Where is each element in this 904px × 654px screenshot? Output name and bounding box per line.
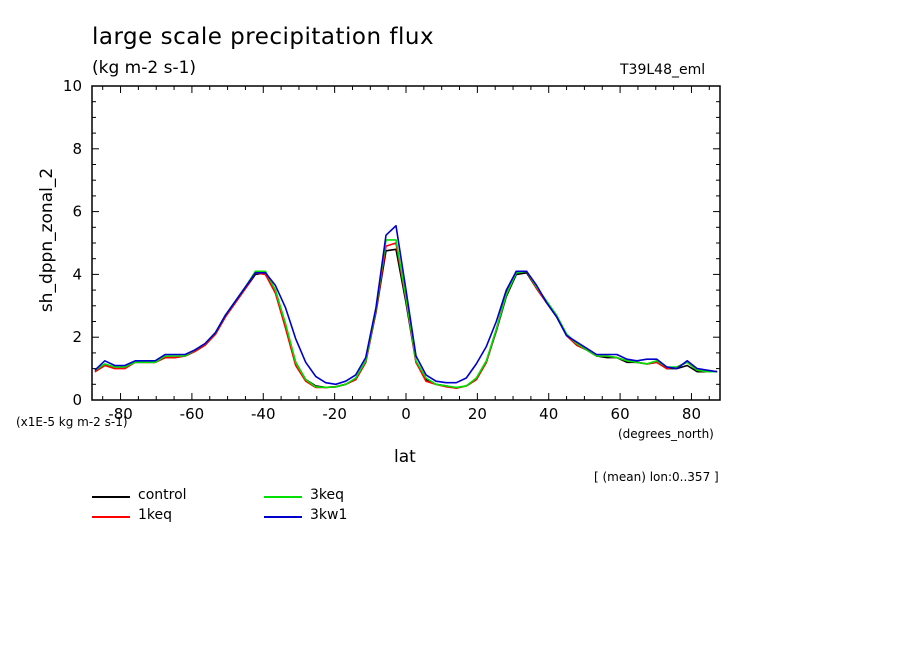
mean-note: [ (mean) lon:0..357 ] bbox=[594, 470, 719, 484]
legend-label-control: control bbox=[138, 487, 187, 503]
series-line-3kw1 bbox=[94, 224, 718, 386]
y-tick-label: 4 bbox=[72, 265, 82, 283]
legend-label-3kw1: 3kw1 bbox=[310, 507, 348, 523]
y-tick-label: 10 bbox=[63, 77, 82, 95]
plot-frame bbox=[91, 85, 721, 401]
legend-swatch-3kw1 bbox=[264, 516, 302, 518]
x-tick-label: 60 bbox=[611, 405, 630, 423]
chart-title: large scale precipitation flux bbox=[92, 24, 435, 50]
experiment-label: T39L48_eml bbox=[620, 62, 706, 78]
y-multiplier-label: (x1E-5 kg m-2 s-1) bbox=[16, 415, 128, 429]
x-units-label: (degrees_north) bbox=[618, 427, 714, 441]
series-line-1keq bbox=[94, 242, 718, 389]
y-tick-label: 2 bbox=[72, 328, 82, 346]
x-tick-label: 20 bbox=[468, 405, 487, 423]
legend-swatch-1keq bbox=[92, 516, 130, 518]
legend-label-1keq: 1keq bbox=[138, 507, 173, 523]
x-axis-label: lat bbox=[394, 447, 416, 467]
legend-swatch-3keq bbox=[264, 496, 302, 498]
series-line-3keq bbox=[94, 239, 718, 389]
y-tick-label: 8 bbox=[72, 140, 82, 158]
series-line-control bbox=[94, 248, 718, 389]
legend-swatch-control bbox=[92, 496, 130, 498]
x-tick-label: -40 bbox=[251, 405, 276, 423]
x-tick-label: 80 bbox=[682, 405, 701, 423]
x-tick-label: -80 bbox=[108, 405, 133, 423]
y-axis-label: sh_dppn_zonal_2 bbox=[37, 167, 57, 313]
x-tick-label: -60 bbox=[180, 405, 205, 423]
y-tick-label: 0 bbox=[72, 391, 82, 409]
y-tick-label: 6 bbox=[72, 203, 82, 221]
x-tick-label: 40 bbox=[539, 405, 558, 423]
x-tick-label: 0 bbox=[401, 405, 411, 423]
x-tick-label: -20 bbox=[322, 405, 347, 423]
legend-label-3keq: 3keq bbox=[310, 487, 345, 503]
chart-units: (kg m-2 s-1) bbox=[92, 58, 197, 78]
